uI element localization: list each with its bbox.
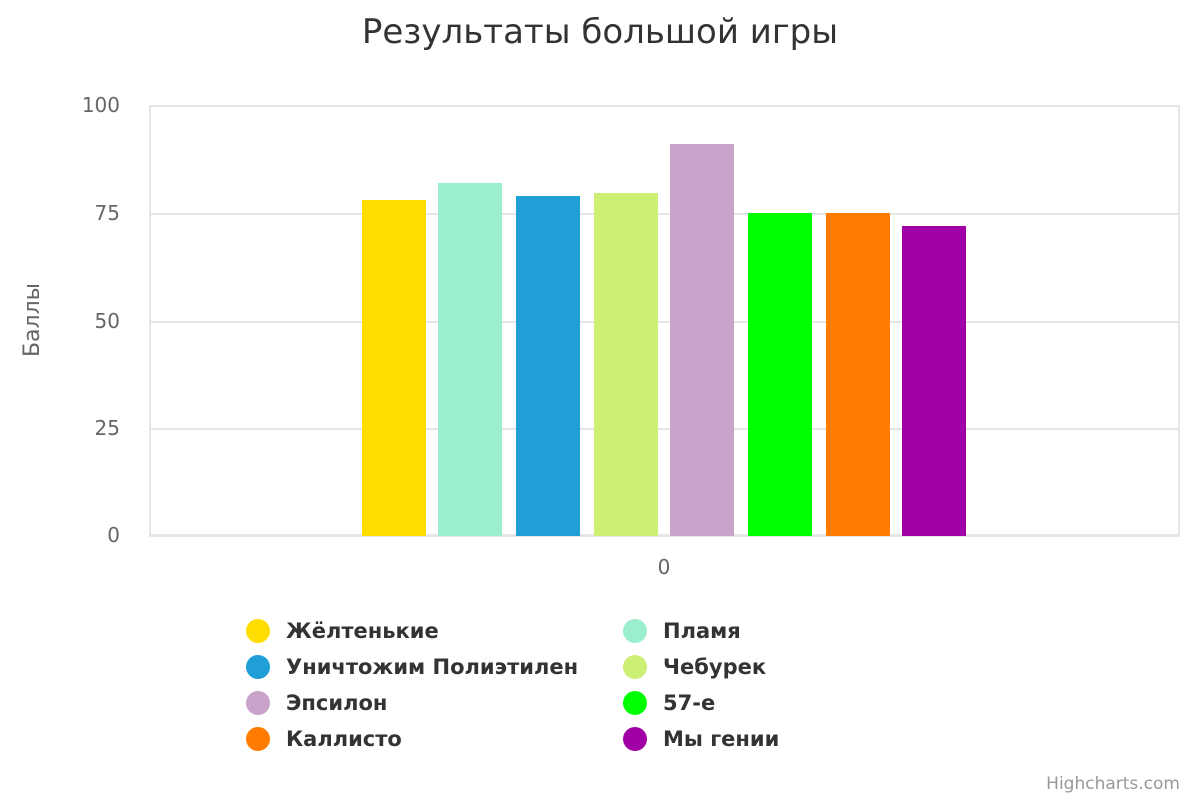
legend-dot-icon (623, 727, 647, 751)
bar-series-6[interactable] (826, 212, 890, 536)
legend-item-my-genii[interactable]: Мы гении (623, 725, 779, 753)
legend-dot-icon (623, 655, 647, 679)
y-axis-label: Баллы (20, 282, 45, 358)
legend-item-plamya[interactable]: Пламя (623, 617, 741, 645)
legend-dot-icon (246, 619, 270, 643)
y-tick-0: 0 (107, 523, 120, 547)
bar-series-4[interactable] (670, 143, 734, 536)
bar-series-0[interactable] (362, 199, 426, 536)
bar-series-3[interactable] (594, 193, 658, 536)
legend-item-57e[interactable]: 57-е (623, 689, 715, 717)
gridline-25 (149, 428, 1180, 430)
legend-label: Пламя (663, 619, 741, 643)
x-tick-0: 0 (657, 555, 671, 579)
legend-label: Уничтожим Полиэтилен (286, 655, 579, 679)
y-tick-100: 100 (81, 93, 120, 117)
gridline-75 (149, 213, 1180, 215)
bar-series-7[interactable] (902, 225, 966, 536)
bar-series-5[interactable] (748, 212, 812, 536)
legend-label: Жёлтенькие (286, 619, 439, 643)
legend-dot-icon (246, 727, 270, 751)
legend-item-kallisto[interactable]: Каллисто (246, 725, 402, 753)
legend-dot-icon (246, 655, 270, 679)
gridline-50 (149, 321, 1180, 323)
y-tick-50: 50 (94, 309, 120, 333)
credits-link[interactable]: Highcharts.com (1046, 774, 1180, 794)
legend-dot-icon (623, 619, 647, 643)
legend-label: 57-е (663, 691, 716, 715)
legend-item-epsilon[interactable]: Эпсилон (246, 689, 387, 717)
legend-item-cheburek[interactable]: Чебурек (623, 653, 766, 681)
legend-item-zheltenkie[interactable]: Жёлтенькие (246, 617, 439, 645)
legend-dot-icon (623, 691, 647, 715)
chart-title: Результаты большой игры (361, 12, 839, 52)
bar-series-1[interactable] (438, 182, 502, 536)
legend-label: Чебурек (663, 655, 767, 679)
y-tick-25: 25 (94, 416, 120, 440)
legend-item-unichtozhim-polietilen[interactable]: Уничтожим Полиэтилен (246, 653, 578, 681)
y-tick-75: 75 (94, 201, 120, 225)
bar-series-2[interactable] (516, 195, 580, 536)
legend-label: Мы гении (663, 727, 780, 751)
legend-dot-icon (246, 691, 270, 715)
gridline-0 (149, 535, 1180, 537)
legend-label: Эпсилон (286, 691, 388, 715)
legend-label: Каллисто (286, 727, 402, 751)
gridline-100 (149, 105, 1180, 107)
